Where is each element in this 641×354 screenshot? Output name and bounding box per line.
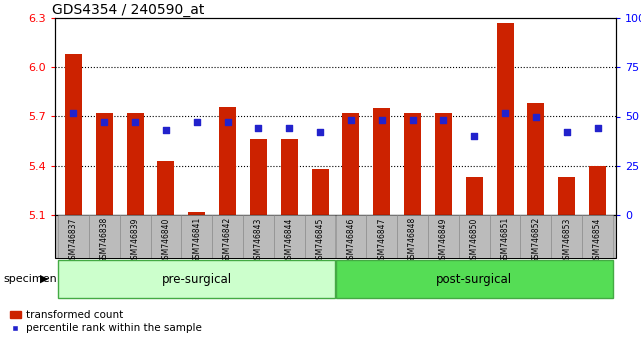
Text: GSM746846: GSM746846: [346, 217, 355, 263]
Bar: [127, 113, 144, 215]
Text: GSM746849: GSM746849: [439, 217, 448, 263]
Bar: [96, 113, 113, 215]
Bar: [582, 215, 613, 258]
Bar: [466, 177, 483, 215]
Text: GDS4354 / 240590_at: GDS4354 / 240590_at: [52, 3, 204, 17]
Point: [408, 118, 418, 123]
Point: [562, 130, 572, 135]
Bar: [435, 113, 452, 215]
Point: [469, 133, 479, 139]
Bar: [243, 215, 274, 258]
Text: GSM746851: GSM746851: [501, 217, 510, 263]
Bar: [312, 169, 329, 215]
Text: GSM746850: GSM746850: [470, 217, 479, 263]
Point: [531, 114, 541, 119]
Bar: [274, 215, 304, 258]
Bar: [58, 260, 335, 298]
Point: [69, 110, 79, 115]
Bar: [589, 166, 606, 215]
Point: [222, 120, 233, 125]
Bar: [428, 215, 459, 258]
Point: [161, 127, 171, 133]
Text: GSM746842: GSM746842: [223, 217, 232, 263]
Legend: transformed count, percentile rank within the sample: transformed count, percentile rank withi…: [10, 310, 202, 333]
Point: [284, 125, 294, 131]
Text: GSM746852: GSM746852: [531, 217, 540, 263]
Bar: [373, 108, 390, 215]
Point: [592, 125, 603, 131]
Bar: [520, 215, 551, 258]
Bar: [366, 215, 397, 258]
Bar: [55, 215, 616, 258]
Bar: [342, 113, 360, 215]
Point: [253, 125, 263, 131]
Point: [315, 130, 325, 135]
Bar: [281, 139, 297, 215]
Bar: [250, 139, 267, 215]
Text: GSM746848: GSM746848: [408, 217, 417, 263]
Point: [345, 118, 356, 123]
Bar: [490, 215, 520, 258]
Text: GSM746843: GSM746843: [254, 217, 263, 263]
Text: GSM746844: GSM746844: [285, 217, 294, 263]
Text: GSM746839: GSM746839: [131, 217, 140, 263]
Text: post-surgical: post-surgical: [436, 273, 512, 285]
Bar: [335, 260, 613, 298]
Point: [130, 120, 140, 125]
Bar: [219, 107, 236, 215]
Point: [377, 118, 387, 123]
Bar: [188, 212, 205, 215]
Text: GSM746841: GSM746841: [192, 217, 201, 263]
Bar: [212, 215, 243, 258]
Bar: [459, 215, 490, 258]
Bar: [65, 54, 82, 215]
Bar: [551, 215, 582, 258]
Text: GSM746853: GSM746853: [562, 217, 571, 263]
Text: GSM746847: GSM746847: [378, 217, 387, 263]
Bar: [120, 215, 151, 258]
Bar: [89, 215, 120, 258]
Bar: [528, 103, 544, 215]
Bar: [158, 161, 174, 215]
Bar: [335, 215, 366, 258]
Text: specimen: specimen: [3, 274, 57, 284]
Bar: [304, 215, 335, 258]
Bar: [397, 215, 428, 258]
Text: GSM746854: GSM746854: [593, 217, 602, 263]
Text: GSM746845: GSM746845: [315, 217, 324, 263]
Text: GSM746838: GSM746838: [100, 217, 109, 263]
Point: [500, 110, 510, 115]
Bar: [181, 215, 212, 258]
Text: GSM746840: GSM746840: [162, 217, 171, 263]
Text: GSM746837: GSM746837: [69, 217, 78, 263]
Bar: [497, 23, 513, 215]
Point: [192, 120, 202, 125]
Bar: [558, 177, 575, 215]
Point: [99, 120, 110, 125]
Bar: [58, 215, 89, 258]
Text: pre-surgical: pre-surgical: [162, 273, 232, 285]
Bar: [404, 113, 421, 215]
Text: ▶: ▶: [40, 274, 49, 284]
Bar: [151, 215, 181, 258]
Point: [438, 118, 449, 123]
